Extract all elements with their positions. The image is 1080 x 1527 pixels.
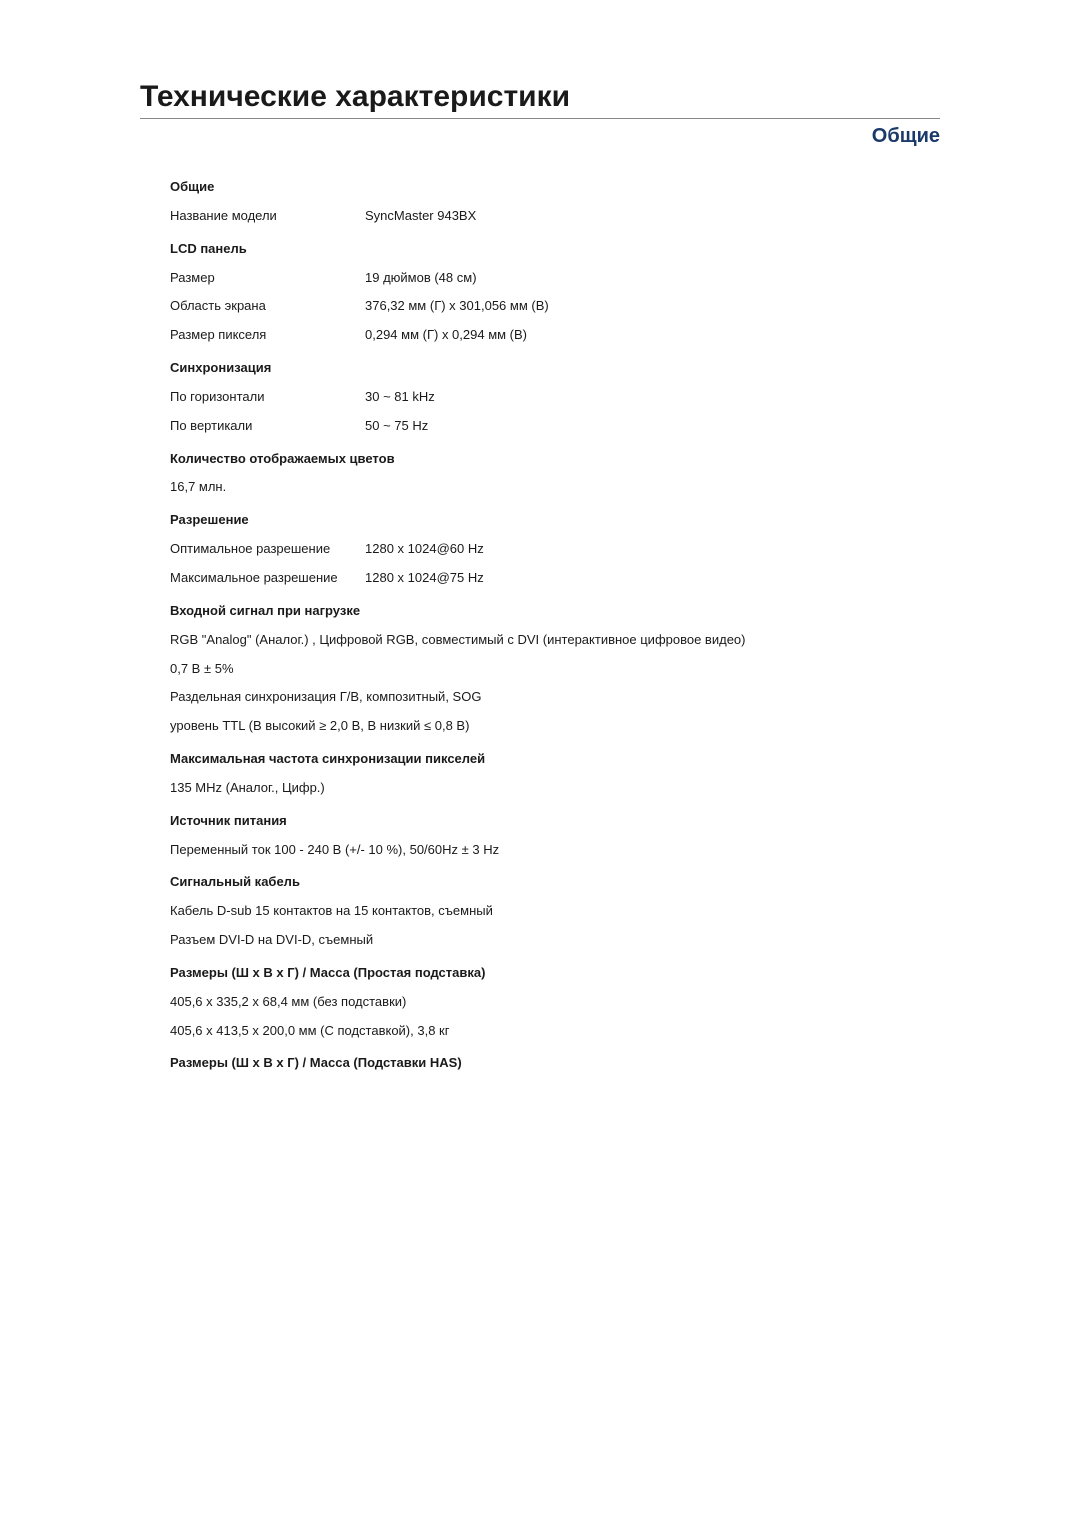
dims-simple-line1: 405,6 x 335,2 x 68,4 мм (без подставки) [170,993,940,1012]
label-opt-res: Оптимальное разрешение [170,540,365,559]
row-model: Название модели SyncMaster 943BX [170,207,940,226]
label-area: Область экрана [170,297,365,316]
title-rule [140,118,940,119]
value-colors: 16,7 млн. [170,478,940,497]
header-dims-simple: Размеры (Ш х В х Г) / Масса (Простая под… [170,964,940,983]
signal-cable-line2: Разъем DVI-D на DVI-D, съемный [170,931,940,950]
value-horiz: 30 ~ 81 kHz [365,388,940,407]
value-max-res: 1280 x 1024@75 Hz [365,569,940,588]
header-sync: Синхронизация [170,359,940,378]
header-input-signal: Входной сигнал при нагрузке [170,602,940,621]
row-max-res: Максимальное разрешение 1280 x 1024@75 H… [170,569,940,588]
row-opt-res: Оптимальное разрешение 1280 x 1024@60 Hz [170,540,940,559]
value-power: Переменный ток 100 - 240 В (+/- 10 %), 5… [170,841,940,860]
value-area: 376,32 мм (Г) x 301,056 мм (В) [365,297,940,316]
spec-content: Общие Название модели SyncMaster 943BX L… [140,178,940,1073]
label-model: Название модели [170,207,365,226]
row-horiz: По горизонтали 30 ~ 81 kHz [170,388,940,407]
input-signal-line1: RGB "Analog" (Аналог.) , Цифровой RGB, с… [170,631,940,650]
row-size: Размер 19 дюймов (48 см) [170,269,940,288]
value-pixel-clock: 135 MHz (Аналог., Цифр.) [170,779,940,798]
page-container: Технические характеристики Общие Общие Н… [0,0,1080,1143]
page-title: Технические характеристики [140,80,940,114]
header-lcd: LCD панель [170,240,940,259]
input-signal-line4: уровень TTL (В высокий ≥ 2,0 В, В низкий… [170,717,940,736]
label-vert: По вертикали [170,417,365,436]
label-max-res: Максимальное разрешение [170,569,365,588]
row-pixel: Размер пикселя 0,294 мм (Г) x 0,294 мм (… [170,326,940,345]
value-opt-res: 1280 x 1024@60 Hz [365,540,940,559]
header-resolution: Разрешение [170,511,940,530]
label-size: Размер [170,269,365,288]
value-model: SyncMaster 943BX [365,207,940,226]
value-size: 19 дюймов (48 см) [365,269,940,288]
header-power: Источник питания [170,812,940,831]
row-vert: По вертикали 50 ~ 75 Hz [170,417,940,436]
dims-simple-line2: 405,6 x 413,5 x 200,0 мм (С подставкой),… [170,1022,940,1041]
header-pixel-clock: Максимальная частота синхронизации пиксе… [170,750,940,769]
header-dims-has: Размеры (Ш x В x Г) / Масса (Подставки H… [170,1054,940,1073]
input-signal-line2: 0,7 B ± 5% [170,660,940,679]
section-subtitle: Общие [140,125,940,148]
header-signal-cable: Сигнальный кабель [170,873,940,892]
header-colors: Количество отображаемых цветов [170,450,940,469]
label-horiz: По горизонтали [170,388,365,407]
signal-cable-line1: Кабель D-sub 15 контактов на 15 контакто… [170,902,940,921]
header-general: Общие [170,178,940,197]
row-area: Область экрана 376,32 мм (Г) x 301,056 м… [170,297,940,316]
value-pixel: 0,294 мм (Г) x 0,294 мм (В) [365,326,940,345]
input-signal-line3: Раздельная синхронизация Г/В, композитны… [170,688,940,707]
value-vert: 50 ~ 75 Hz [365,417,940,436]
label-pixel: Размер пикселя [170,326,365,345]
